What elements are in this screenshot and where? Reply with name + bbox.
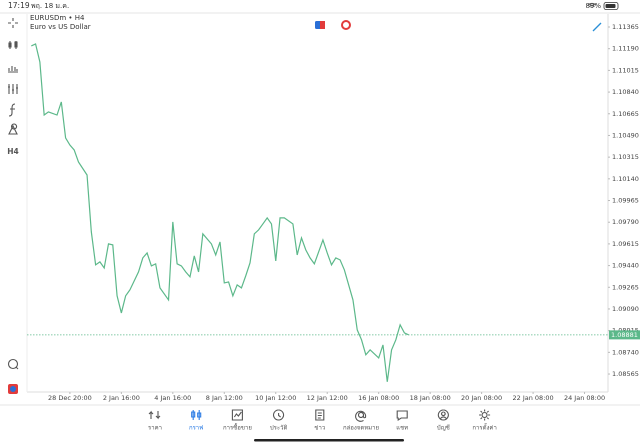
y-tick-label: 1.09265	[612, 283, 639, 291]
bottom-nav: ราคา กราฟ การซื้อขาย ประวัติ ข่าว กล่องจดหมาย…	[148, 409, 497, 442]
y-tick-label: 1.09965	[612, 197, 639, 205]
volume-tool[interactable]	[8, 66, 18, 73]
y-tick-label: 1.10840	[612, 88, 639, 96]
y-tick-label: 1.08565	[612, 370, 639, 378]
x-tick-label: 8 Jan 12:00	[206, 394, 243, 402]
nav-icon[interactable]	[315, 409, 325, 421]
signal-button[interactable]	[341, 20, 351, 30]
nav-icon[interactable]	[437, 409, 449, 421]
symbol-description: Euro vs US Dollar	[30, 23, 91, 31]
nav-label[interactable]: แชท	[396, 425, 408, 432]
y-tick-label: 1.09090	[612, 305, 639, 313]
y-tick-label: 1.10665	[612, 110, 639, 118]
nav-icon[interactable]	[148, 410, 161, 420]
battery-level	[605, 4, 616, 8]
nav-icon[interactable]	[231, 409, 243, 421]
y-tick-label: 1.11015	[612, 66, 639, 74]
x-tick-label: 18 Jan 08:00	[410, 394, 451, 402]
x-tick-label: 16 Jan 08:00	[358, 394, 399, 402]
y-tick-label: 1.09615	[612, 240, 639, 248]
account-badge-dot	[10, 386, 16, 392]
nav-label[interactable]: ข่าว	[314, 425, 325, 432]
y-tick-label: 1.09790	[612, 218, 639, 226]
left-toolbar: H4	[7, 18, 19, 394]
nav-icon[interactable]	[396, 410, 408, 422]
home-indicator	[254, 439, 404, 442]
x-tick-label: 10 Jan 12:00	[255, 394, 296, 402]
indicators-tool[interactable]	[8, 84, 18, 94]
timeframe-button[interactable]: H4	[7, 147, 19, 156]
status-time: 17:19	[8, 1, 30, 10]
x-tick-label: 12 Jan 12:00	[307, 394, 348, 402]
chart-type-tool[interactable]	[8, 41, 18, 49]
crosshair-tool[interactable]	[8, 18, 18, 28]
nav-icon[interactable]	[273, 409, 285, 421]
current-price-label: 1.08881	[611, 331, 638, 339]
y-tick-label: 1.11365	[612, 23, 639, 31]
nav-label[interactable]: ประวัติ	[270, 425, 288, 432]
nav-icon[interactable]	[479, 409, 491, 421]
nav-label[interactable]: กล่องจดหมาย	[343, 425, 379, 432]
y-tick-label: 1.08740	[612, 348, 639, 356]
y-tick-label: 1.09440	[612, 262, 639, 270]
y-tick-label: 1.10140	[612, 175, 639, 183]
y-tick-label: 1.11190	[612, 45, 639, 53]
x-tick-label: 20 Jan 08:00	[461, 394, 502, 402]
y-tick-label: 1.10315	[612, 153, 639, 161]
status-date: พฤ. 18 ม.ค.	[31, 2, 69, 10]
objects-tool[interactable]	[8, 123, 18, 135]
x-tick-label: 2 Jan 16:00	[103, 394, 140, 402]
nav-label[interactable]: การซื้อขาย	[223, 422, 252, 432]
y-tick-label: 1.10490	[612, 131, 639, 139]
nav-label[interactable]: กราฟ	[189, 425, 203, 432]
nav-label[interactable]: การตั้งค่า	[472, 422, 496, 432]
x-tick-label: 4 Jan 16:00	[154, 394, 191, 402]
nav-label[interactable]: บัญชี	[437, 424, 450, 432]
symbol-title: EURUSDm • H4	[30, 14, 85, 22]
x-tick-label: 28 Dec 20:00	[48, 394, 92, 402]
function-tool[interactable]	[8, 103, 16, 117]
x-tick-label: 22 Jan 08:00	[513, 394, 554, 402]
nav-label[interactable]: ราคา	[148, 425, 162, 432]
current-price-tag	[609, 330, 640, 340]
zoom-handle	[15, 366, 19, 370]
nav-icon[interactable]	[191, 410, 202, 420]
x-tick-label: 24 Jan 08:00	[564, 394, 605, 402]
trade-button-part	[320, 21, 325, 29]
battery-icon	[603, 2, 619, 10]
price-line	[31, 43, 409, 382]
zoom-tool[interactable]	[7, 358, 19, 370]
draw-tool[interactable]	[592, 22, 602, 32]
chart: 1.11365 1.11190 1.11015 1.10840 1.10665 1.104…	[26, 14, 640, 402]
wifi-icon	[587, 2, 597, 7]
nav-icon[interactable]	[355, 410, 367, 422]
